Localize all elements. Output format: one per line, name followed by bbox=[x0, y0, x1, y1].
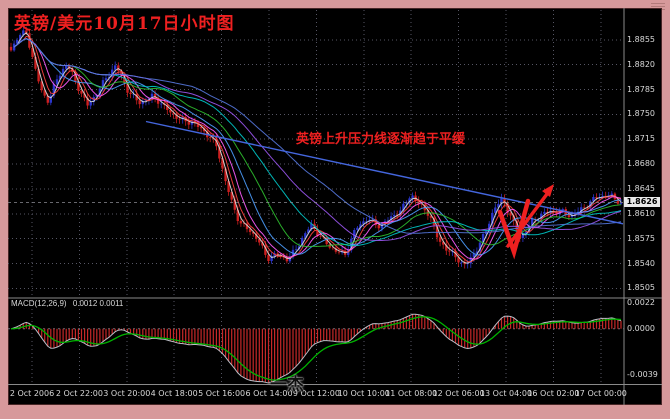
time-axis-label: 2 Oct 22:00 bbox=[55, 389, 103, 398]
price-tick-label: 1.8820 bbox=[627, 59, 655, 69]
price-tick-label: 1.8855 bbox=[627, 34, 655, 44]
price-tick-label: 1.8540 bbox=[627, 258, 655, 268]
price-tick-label: 1.8645 bbox=[627, 183, 655, 193]
time-axis-label: 9 Oct 12:00 bbox=[292, 389, 340, 398]
price-tick-label: 1.8505 bbox=[627, 283, 655, 293]
time-axis-label: 4 Oct 18:00 bbox=[150, 389, 198, 398]
price-tick-label: 1.8610 bbox=[627, 208, 655, 218]
macd-tick-label: -0.0039 bbox=[627, 370, 658, 380]
chart-title: 英镑/美元10月17日小时图 bbox=[14, 14, 235, 34]
trend-annotation: 英镑上升压力线逐渐趋于平缓 bbox=[296, 131, 466, 146]
macd-tick-label: 0.0000 bbox=[627, 323, 655, 333]
time-axis-label: 6 Oct 14:00 bbox=[245, 389, 293, 398]
author-signature: 一杰 bbox=[270, 375, 304, 394]
price-tick-label: 1.8575 bbox=[627, 233, 655, 243]
price-axis[interactable]: 1.8626 1.8855 1.8820 1.8785 1.8750 1.8715 1.8… bbox=[624, 8, 662, 405]
time-axis-label: 2 Oct 2006 bbox=[9, 389, 55, 398]
chart-surface: 英镑/美元10月17日小时图 英镑上升压力线逐渐趋于平缓 一杰 MACD(12,… bbox=[8, 8, 662, 405]
macd-values: 0.0012 0.0011 bbox=[72, 299, 124, 308]
time-axis-label: 5 Oct 16:00 bbox=[198, 389, 246, 398]
time-axis-label: 16 Oct 02:00 bbox=[527, 389, 580, 398]
macd-indicator-label: MACD(12,26,9) 0.0012 0.0011 bbox=[11, 299, 127, 308]
time-axis[interactable]: 2 Oct 2006 2 Oct 22:00 3 Oct 20:00 4 Oct 18… bbox=[8, 386, 632, 405]
price-tick-label: 1.8715 bbox=[627, 134, 655, 144]
macd-tick-label: 0.0022 bbox=[627, 297, 655, 307]
time-axis-label: 3 Oct 20:00 bbox=[103, 389, 151, 398]
window-grip-icon bbox=[651, 3, 665, 11]
time-axis-label: 11 Oct 08:00 bbox=[385, 389, 438, 398]
time-axis-label: 12 Oct 06:00 bbox=[432, 389, 485, 398]
price-chart-canvas[interactable] bbox=[8, 8, 662, 405]
price-tick-label: 1.8750 bbox=[627, 109, 655, 119]
time-axis-label: 13 Oct 04:00 bbox=[479, 389, 533, 398]
price-tick-label: 1.8680 bbox=[627, 159, 655, 169]
macd-name: MACD(12,26,9) bbox=[11, 299, 67, 308]
time-axis-label: 10 Oct 10:00 bbox=[337, 389, 390, 398]
time-axis-label: 17 Oct 00:00 bbox=[574, 389, 627, 398]
price-tick-label: 1.8785 bbox=[627, 84, 655, 94]
current-price-tag: 1.8626 bbox=[624, 197, 660, 208]
